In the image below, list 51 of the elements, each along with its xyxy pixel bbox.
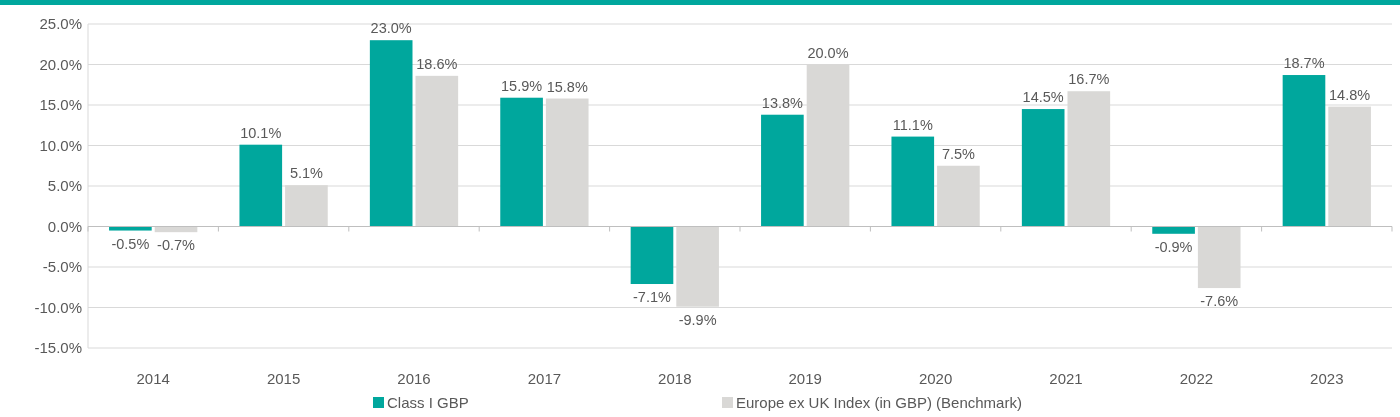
text: -0.5% <box>111 235 150 252</box>
text: 16.7% <box>1068 71 1110 88</box>
text: 23.0% <box>370 20 412 37</box>
text: 10.1% <box>240 124 282 141</box>
text: -0.9% <box>1154 238 1193 255</box>
text: 5.1% <box>289 165 323 182</box>
text: 15.9% <box>501 77 543 94</box>
y-tick-label: 0.0% <box>47 217 82 235</box>
y-tick-label: -15.0% <box>34 339 82 356</box>
x-tick-label: 2016 <box>397 370 431 387</box>
y-tick-label: 5.0% <box>47 177 82 194</box>
x-tick-label: 2014 <box>136 370 170 387</box>
bar <box>891 136 935 227</box>
text: -7.6% <box>1200 293 1239 310</box>
y-tick-label: -5.0% <box>42 258 82 275</box>
bar <box>239 144 283 227</box>
text: -7.1% <box>633 289 671 306</box>
y-tick-label: 25.0% <box>39 15 82 32</box>
y-tick-label: -10.0% <box>34 298 82 316</box>
text: -9.9% <box>678 311 717 328</box>
x-tick-label: 2023 <box>1310 370 1344 387</box>
bar <box>369 40 413 227</box>
text: 20.0% <box>807 44 849 61</box>
bar <box>1152 226 1195 234</box>
legend-label: Class I GBP <box>387 394 469 411</box>
x-tick-label: 2021 <box>1049 370 1083 387</box>
text: 11.1% <box>892 116 933 133</box>
text: -0.7% <box>157 237 195 254</box>
text: 13.8% <box>761 94 803 111</box>
bar <box>761 114 804 227</box>
x-tick-label: 2018 <box>658 370 692 387</box>
x-tick-label: 2019 <box>788 370 822 387</box>
text: 14.5% <box>1022 89 1064 106</box>
x-tick-label: 2015 <box>266 370 301 387</box>
bar <box>1282 75 1326 227</box>
x-tick-label: 2017 <box>527 370 562 387</box>
text: 18.7% <box>1283 55 1325 72</box>
text: 14.8% <box>1329 86 1371 103</box>
x-tick-label: 2020 <box>918 370 953 387</box>
text: 18.6% <box>416 55 458 72</box>
bar <box>630 226 674 285</box>
legend-label: Europe ex UK Index (in GBP) (Benchmark) <box>736 394 1022 411</box>
text: 15.8% <box>546 78 588 95</box>
bar <box>109 226 152 231</box>
y-tick-label: 10.0% <box>39 136 82 154</box>
text: 7.5% <box>941 145 975 162</box>
bar <box>500 97 543 227</box>
y-tick-label: 15.0% <box>39 96 82 113</box>
bar <box>1021 109 1065 227</box>
y-tick-label: 20.0% <box>39 55 82 73</box>
x-tick-label: 2022 <box>1179 370 1214 387</box>
